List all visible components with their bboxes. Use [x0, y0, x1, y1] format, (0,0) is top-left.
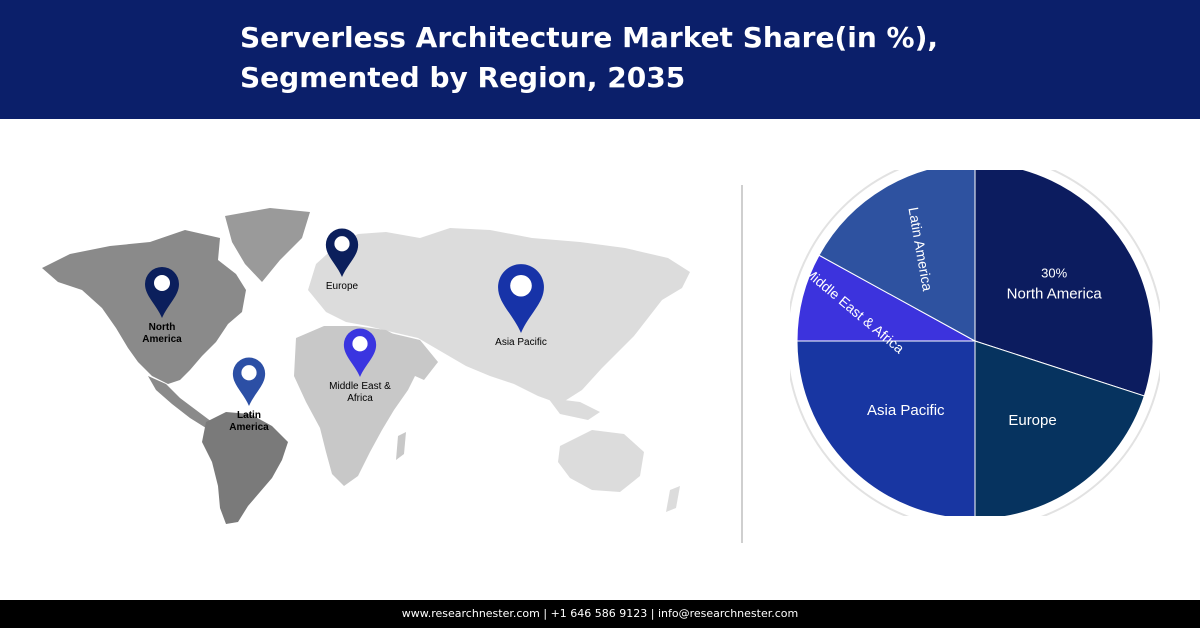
map-pin-europe: [325, 228, 359, 277]
southeast-asia-islands: [548, 398, 600, 420]
pie-slice-asia-pacific: [796, 340, 976, 516]
map-pin-asia-pacific: [498, 264, 544, 333]
madagascar-landmass: [396, 432, 406, 460]
north-america-landmass: [42, 230, 246, 384]
eurasia-landmass: [308, 228, 690, 404]
chart-title: Serverless Architecture Market Share(in …: [240, 21, 939, 94]
map-pin-label: America: [229, 422, 269, 433]
world-map: [42, 208, 690, 524]
pie-slice-latin-america: [818, 170, 976, 342]
south-america-landmass: [202, 412, 288, 524]
pie-slice-north-america: [974, 170, 1154, 397]
map-pin-label: Asia Pacific: [495, 337, 547, 348]
map-pin-latin-america: [232, 357, 266, 406]
map-pin-north-america: [145, 267, 179, 318]
pie-slice-label: North America: [1007, 285, 1103, 302]
pie-slice-label: Europe: [1008, 412, 1056, 429]
map-pin-icon: [232, 357, 266, 406]
central-america-landmass: [148, 376, 212, 428]
map-pin-label: Africa: [347, 393, 373, 404]
map-pin-label: North: [149, 322, 176, 333]
map-pin-icon: [325, 228, 359, 277]
map-pin-icon: [498, 264, 544, 333]
map-pin-middle-east-africa: [343, 328, 377, 377]
map-pin-label: Latin: [237, 410, 261, 421]
contact-footer: www.researchnester.com | +1 646 586 9123…: [0, 600, 1200, 628]
pie-slice-middle-east-africa: [796, 254, 976, 342]
greenland-landmass: [225, 208, 310, 282]
map-pin-label: America: [142, 334, 182, 345]
map-pin-label: Europe: [326, 281, 359, 292]
map-pin-icon: [145, 267, 179, 318]
pie-slice-europe: [974, 340, 1145, 516]
pie-slice-label: Asia Pacific: [867, 402, 945, 419]
divider-line: [741, 185, 743, 543]
title-banner: Serverless Architecture Market Share(in …: [0, 0, 1200, 119]
pie-value-label: 30%: [1041, 265, 1067, 280]
map-pin-label: Middle East &: [329, 381, 391, 392]
new-zealand-landmass: [666, 486, 680, 512]
arabian-peninsula-landmass: [386, 332, 438, 380]
africa-landmass: [294, 326, 420, 486]
map-pin-icon: [343, 328, 377, 377]
australia-landmass: [558, 430, 644, 492]
